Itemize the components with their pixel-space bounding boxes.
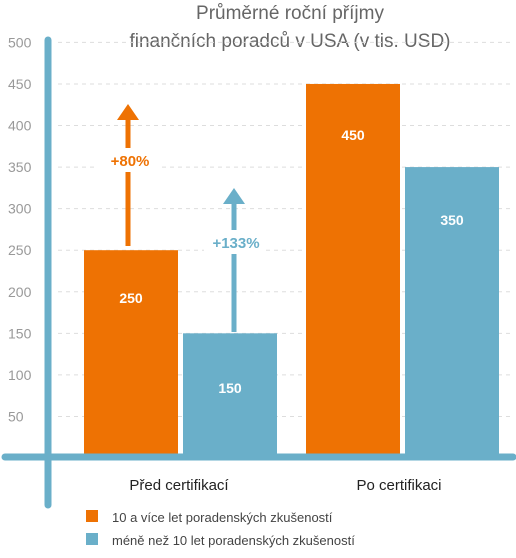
legend-label: méně než 10 let poradenských zkušeností	[112, 533, 355, 548]
bar-value-label: 450	[341, 127, 365, 143]
y-tick-label: 150	[8, 325, 32, 341]
y-tick-label: 50	[8, 408, 24, 424]
legend-swatch	[86, 510, 98, 522]
bar-value-label: 350	[440, 212, 464, 228]
growth-label-background	[98, 148, 158, 172]
growth-annotation: +80%	[111, 153, 150, 170]
growth-annotation: +133%	[212, 235, 259, 252]
growth-label-background	[204, 230, 264, 254]
bar-value-label: 150	[218, 380, 242, 396]
growth-arrow-head	[117, 104, 139, 120]
y-tick-label: 100	[8, 367, 32, 383]
x-category-label: Po certifikaci	[356, 477, 441, 494]
y-tick-label: 400	[8, 118, 32, 134]
bar-less-experienced-before	[183, 333, 277, 458]
x-category-label: Před certifikací	[129, 477, 229, 494]
y-tick-label: 250	[8, 242, 32, 258]
legend-label: 10 a více let poradenských zkušeností	[112, 510, 333, 525]
y-tick-label: 450	[8, 76, 32, 92]
chart-title-line-2: finančních poradců v USA (v tis. USD)	[129, 31, 450, 52]
bar-experienced-before	[84, 250, 178, 458]
chart-title-line-1: Průměrné roční příjmy	[196, 3, 384, 24]
bar-less-experienced-after	[405, 167, 499, 458]
y-tick-label: 200	[8, 284, 32, 300]
bar-experienced-after	[306, 83, 400, 459]
growth-arrow-head	[223, 188, 245, 204]
y-tick-label: 500	[8, 34, 32, 50]
y-tick-label: 300	[8, 201, 32, 217]
bar-value-label: 250	[119, 290, 143, 306]
y-tick-label: 350	[8, 159, 32, 175]
legend-swatch	[86, 533, 98, 545]
